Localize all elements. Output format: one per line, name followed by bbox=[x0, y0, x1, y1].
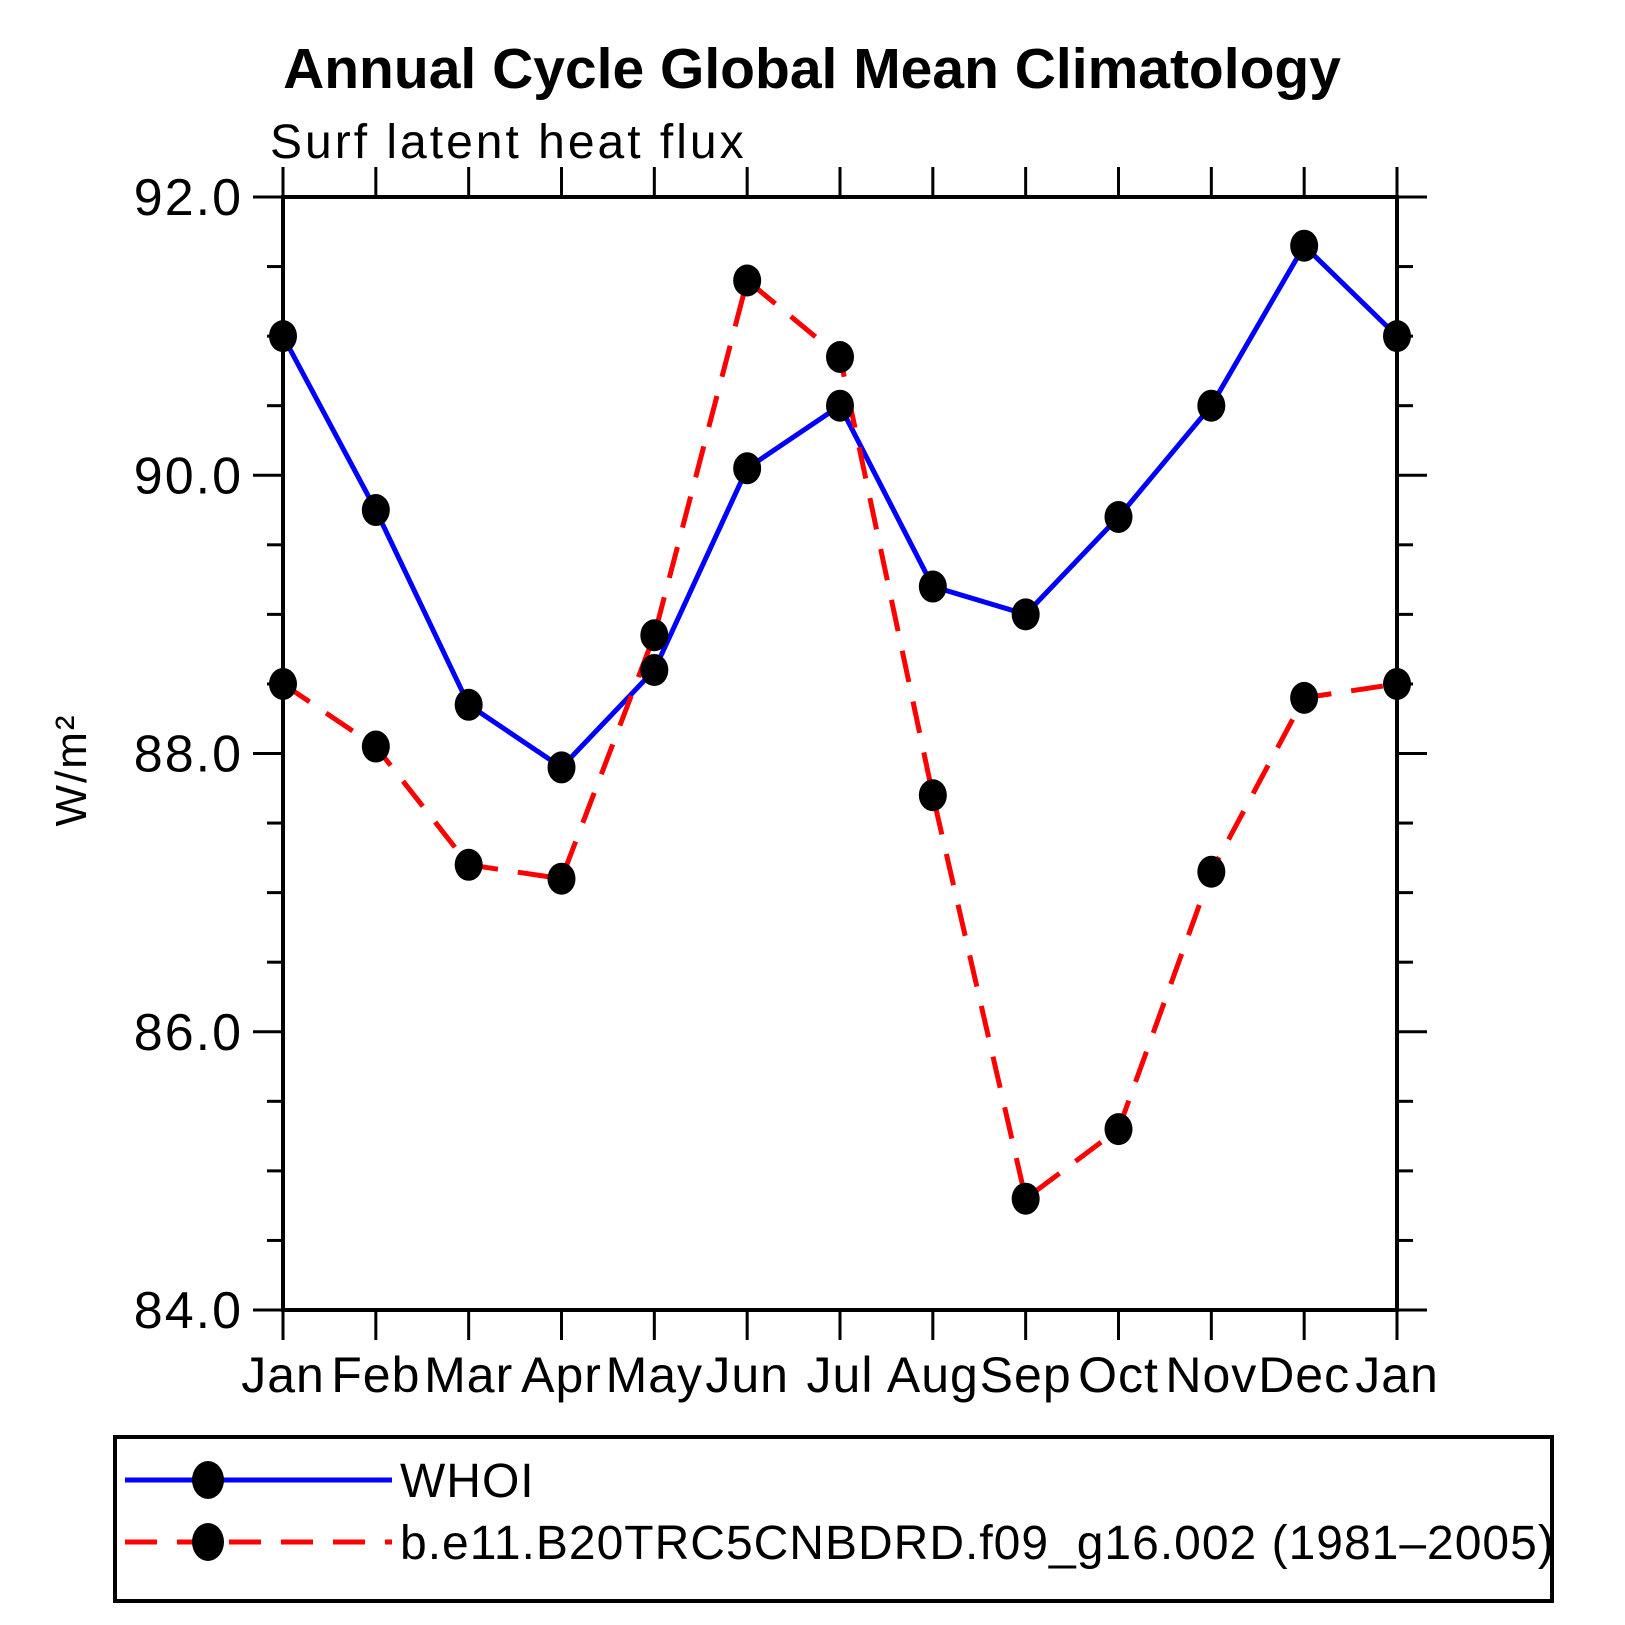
x-tick-label: Jul bbox=[807, 1347, 874, 1403]
x-tick-label: Feb bbox=[331, 1347, 420, 1403]
data-point-marker-model bbox=[733, 264, 762, 297]
x-tick-label: Apr bbox=[521, 1347, 602, 1403]
legend-box bbox=[113, 1435, 1554, 1603]
data-point-marker-whoi bbox=[1104, 500, 1133, 533]
data-point-marker-whoi bbox=[640, 654, 669, 687]
data-point-marker-whoi bbox=[1383, 320, 1411, 353]
data-point-marker-whoi bbox=[826, 389, 854, 422]
data-point-marker-whoi bbox=[1011, 598, 1040, 631]
chart-subtitle: Surf latent heat flux bbox=[270, 116, 747, 169]
x-tick-label: May bbox=[606, 1347, 703, 1403]
y-tick-label: 84.0 bbox=[134, 1282, 243, 1340]
data-point-marker-model bbox=[1011, 1182, 1040, 1215]
legend: WHOI b.e11.B20TRC5CNBDRD.f09_g16.002 (19… bbox=[113, 1435, 1555, 1603]
x-tick-label: Jun bbox=[705, 1347, 789, 1403]
data-point-marker-whoi bbox=[733, 452, 762, 485]
data-point-marker-whoi bbox=[1290, 229, 1319, 262]
data-point-marker-model bbox=[361, 730, 390, 763]
data-point-marker-whoi bbox=[918, 570, 947, 603]
data-point-marker-model bbox=[1383, 667, 1411, 700]
series-line-whoi bbox=[280, 241, 1399, 771]
y-axis-label: W/m² bbox=[47, 713, 96, 826]
y-tick-label: 90.0 bbox=[134, 447, 243, 505]
data-point-marker-whoi bbox=[361, 494, 390, 527]
x-tick-label: Aug bbox=[887, 1347, 979, 1403]
data-point-marker-model bbox=[454, 848, 483, 881]
data-point-marker-model bbox=[826, 340, 854, 373]
data-point-marker-whoi bbox=[547, 751, 576, 784]
x-tick-label: Nov bbox=[1165, 1347, 1257, 1403]
x-tick-label: Oct bbox=[1078, 1347, 1159, 1403]
data-point-marker-whoi bbox=[454, 688, 483, 721]
legend-marker-dot bbox=[192, 1523, 224, 1561]
data-point-marker-whoi bbox=[1197, 389, 1226, 422]
data-point-marker-model bbox=[918, 779, 947, 812]
y-tick-label: 88.0 bbox=[134, 726, 243, 784]
data-point-marker-model bbox=[547, 862, 576, 895]
data-point-marker-model bbox=[1197, 855, 1226, 888]
legend-marker-dot bbox=[192, 1461, 224, 1499]
x-tick-label: Dec bbox=[1258, 1347, 1350, 1403]
y-tick-label: 86.0 bbox=[134, 1004, 243, 1062]
legend-entry-whoi: WHOI bbox=[125, 1455, 535, 1508]
legend-label-model: b.e11.B20TRC5CNBDRD.f09_g16.002 (1981–20… bbox=[400, 1517, 1555, 1570]
data-point-marker-model bbox=[640, 619, 669, 652]
x-tick-label: Jan bbox=[1355, 1347, 1439, 1403]
x-tick-label: Jan bbox=[241, 1347, 325, 1403]
legend-entry-model: b.e11.B20TRC5CNBDRD.f09_g16.002 (1981–20… bbox=[125, 1517, 1555, 1570]
x-tick-label: Sep bbox=[980, 1347, 1072, 1403]
x-tick-label: Mar bbox=[424, 1347, 513, 1403]
data-point-marker-model bbox=[1290, 681, 1319, 714]
data-point-marker-model bbox=[269, 667, 297, 700]
chart-title: Annual Cycle Global Mean Climatology bbox=[283, 37, 1341, 101]
legend-label-whoi: WHOI bbox=[400, 1455, 535, 1508]
data-point-marker-whoi bbox=[269, 320, 297, 353]
data-point-marker-model bbox=[1104, 1113, 1133, 1146]
y-tick-label: 92.0 bbox=[134, 169, 243, 227]
